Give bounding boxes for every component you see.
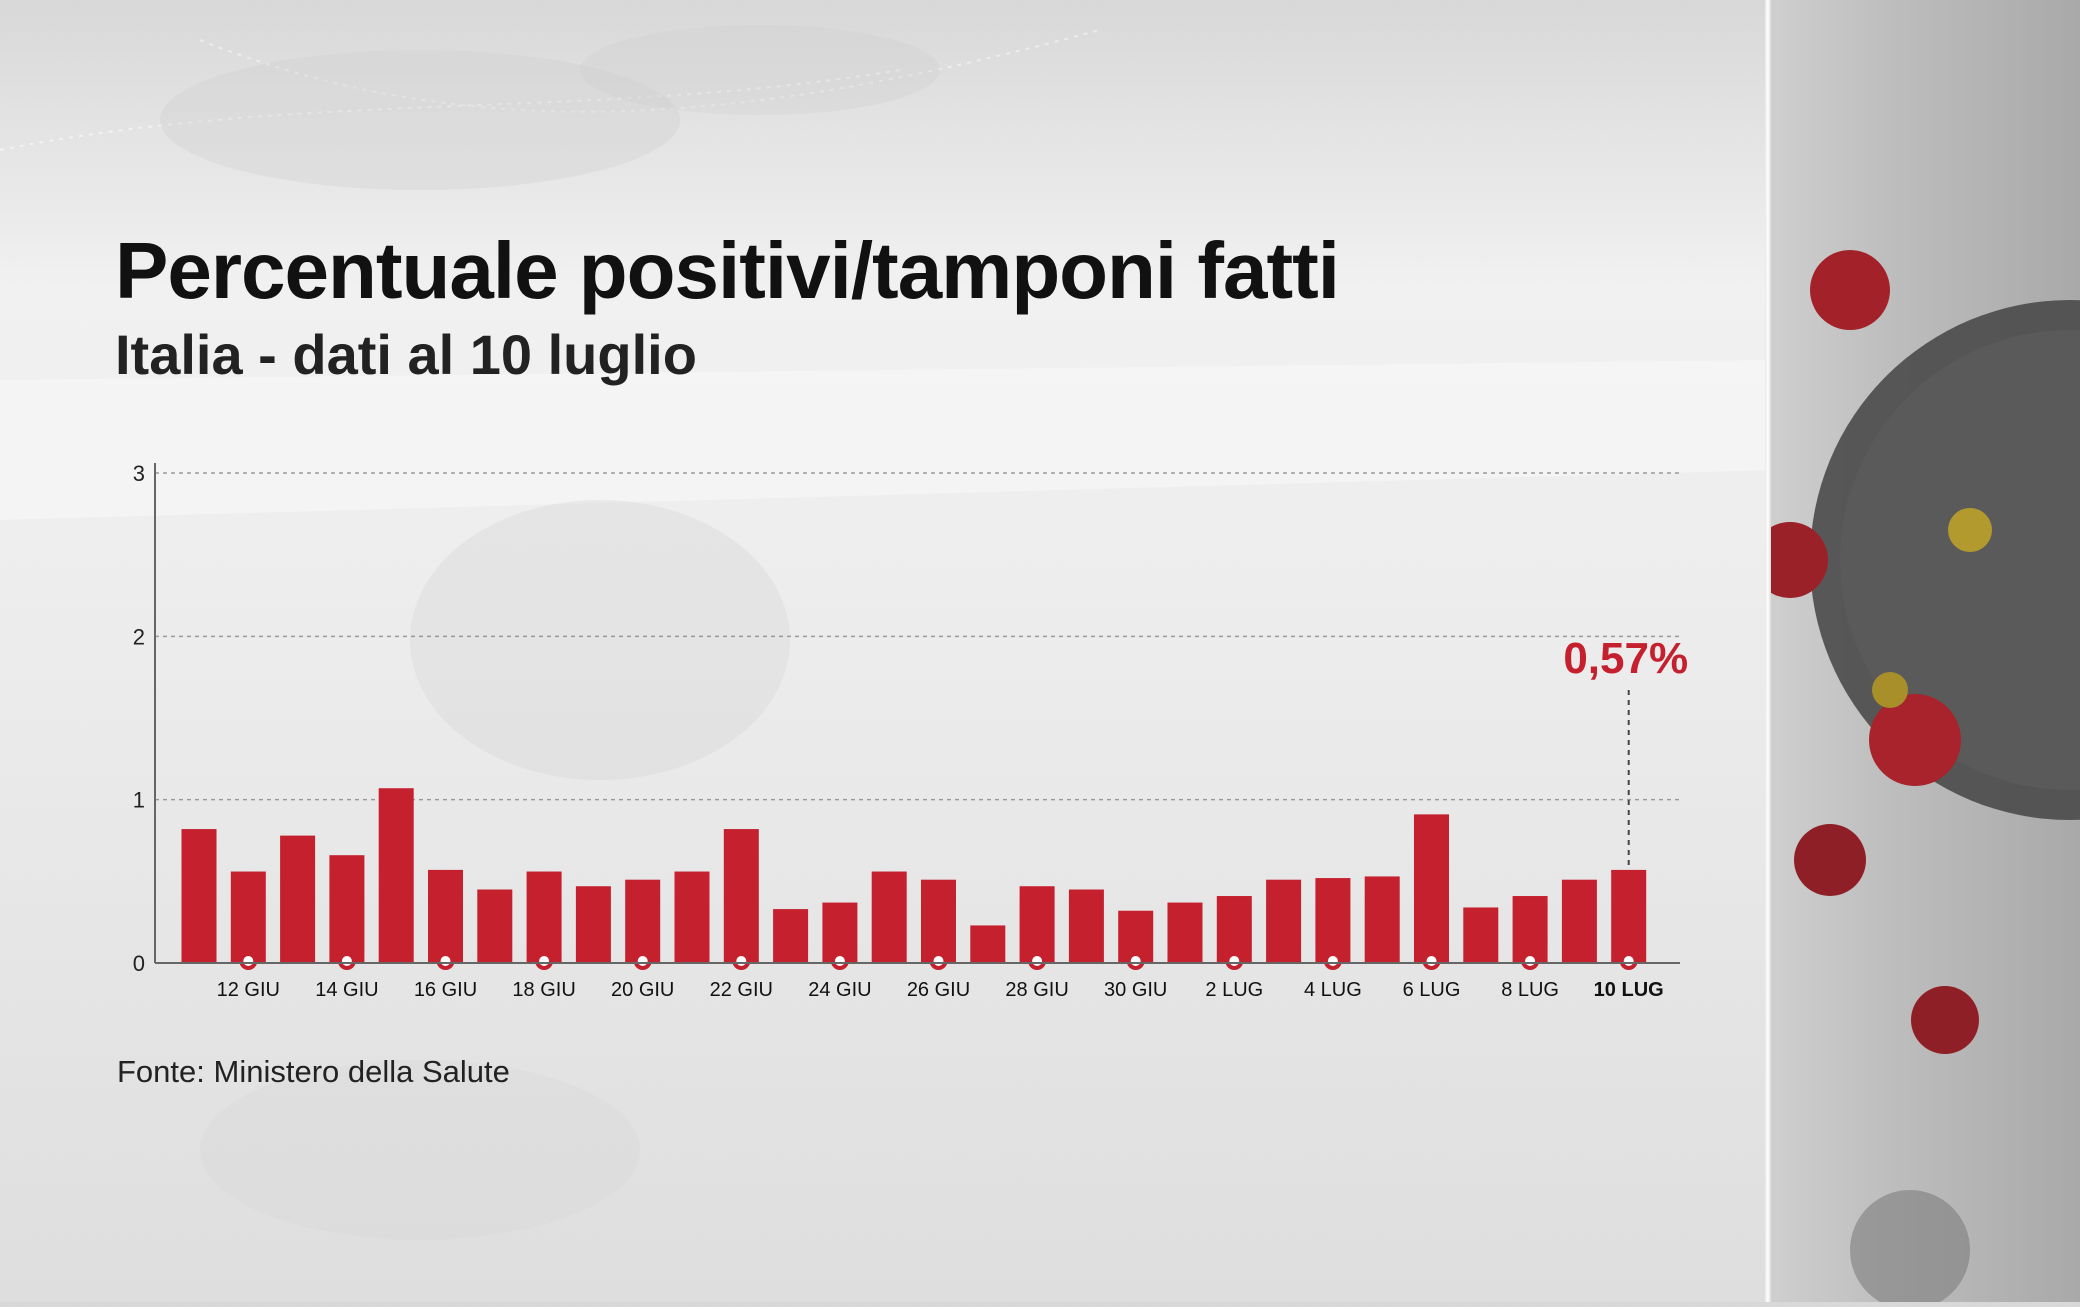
y-tick-label: 2	[133, 624, 145, 649]
bar-15-giu	[378, 788, 414, 963]
y-tick-label: 1	[133, 788, 145, 813]
bar-9-lug	[1561, 879, 1597, 963]
bar-6-lug	[1414, 814, 1449, 963]
bar-1-lug	[1167, 902, 1203, 963]
x-tick-label: 26 GIU	[907, 979, 970, 1001]
x-tick-label: 24 GIU	[808, 979, 871, 1001]
bar-16-giu	[428, 869, 463, 963]
x-marker	[1619, 952, 1638, 970]
x-tick-label: 10 LUG	[1594, 979, 1664, 1001]
x-marker	[1323, 952, 1342, 970]
x-tick-label: 22 GIU	[710, 979, 773, 1001]
x-tick-label: 30 GIU	[1104, 979, 1167, 1001]
bar-20-giu	[625, 879, 661, 963]
source-note: Fonte: Ministero della Salute	[117, 1054, 510, 1089]
x-tick-label: 20 GIU	[611, 979, 674, 1001]
bar-28-giu	[1019, 886, 1055, 963]
x-marker	[1422, 952, 1441, 970]
bar-2-lug	[1216, 896, 1252, 963]
x-marker	[436, 952, 455, 970]
x-markers	[239, 952, 1638, 970]
x-marker	[1225, 952, 1244, 970]
bar-29-giu	[1068, 889, 1104, 963]
x-marker	[1521, 952, 1540, 970]
x-tick-label: 28 GIU	[1005, 979, 1068, 1001]
x-marker	[830, 952, 849, 970]
bar-12-giu	[230, 871, 266, 963]
x-marker	[239, 952, 258, 970]
virus-illustration	[1752, 250, 2080, 1307]
x-marker	[633, 952, 652, 970]
x-marker	[929, 952, 948, 970]
bar-14-giu	[329, 855, 365, 963]
bar-3-lug	[1266, 879, 1302, 963]
chart-title: Percentuale positivi/tamponi fatti	[115, 226, 1340, 315]
bar-7-lug	[1463, 907, 1499, 963]
x-marker	[1126, 952, 1145, 970]
bar-17-giu	[477, 889, 513, 963]
x-marker	[732, 952, 751, 970]
x-tick-label: 16 GIU	[414, 979, 477, 1001]
x-axis-labels: 12 GIU 14 GIU 16 GIU 18 GIU 20 GIU 22 GIU 24 G…	[217, 979, 1664, 1001]
x-marker	[535, 952, 554, 970]
bar-19-giu	[575, 886, 611, 963]
x-marker	[337, 952, 356, 970]
virus-image-panel	[1752, 0, 2080, 1307]
x-tick-label: 14 GIU	[315, 979, 378, 1001]
bar-21-giu	[674, 871, 710, 963]
grid-lines	[155, 472, 1680, 801]
chart-subtitle: Italia - dati al 10 luglio	[115, 323, 697, 386]
x-tick-label: 18 GIU	[512, 979, 575, 1001]
bar-18-giu	[526, 871, 562, 963]
panel-divider	[1765, 0, 1771, 1302]
bar-23-giu	[773, 909, 809, 963]
bar-11-giu	[181, 829, 217, 963]
x-tick-label: 12 GIU	[217, 979, 280, 1001]
bar-13-giu	[280, 835, 316, 963]
x-tick-label: 2 LUG	[1205, 979, 1263, 1001]
y-tick-label: 3	[133, 461, 145, 486]
callout-value: 0,57%	[1563, 634, 1688, 683]
bar-10-lug	[1611, 869, 1647, 963]
bar-25-giu	[871, 871, 907, 963]
y-axis-ticks: 0 1 2 3	[133, 461, 145, 976]
bar-22-giu	[723, 829, 759, 963]
bar-5-lug	[1364, 876, 1400, 963]
bar-4-lug	[1315, 878, 1351, 963]
bar-26-giu	[921, 879, 956, 963]
bar-8-lug	[1512, 896, 1548, 963]
x-marker	[1028, 952, 1047, 970]
bars	[181, 788, 1647, 963]
x-tick-label: 4 LUG	[1304, 979, 1362, 1001]
bar-27-giu	[970, 925, 1006, 963]
y-tick-label: 0	[133, 951, 145, 976]
x-tick-label: 6 LUG	[1403, 979, 1461, 1001]
x-tick-label: 8 LUG	[1501, 979, 1559, 1001]
